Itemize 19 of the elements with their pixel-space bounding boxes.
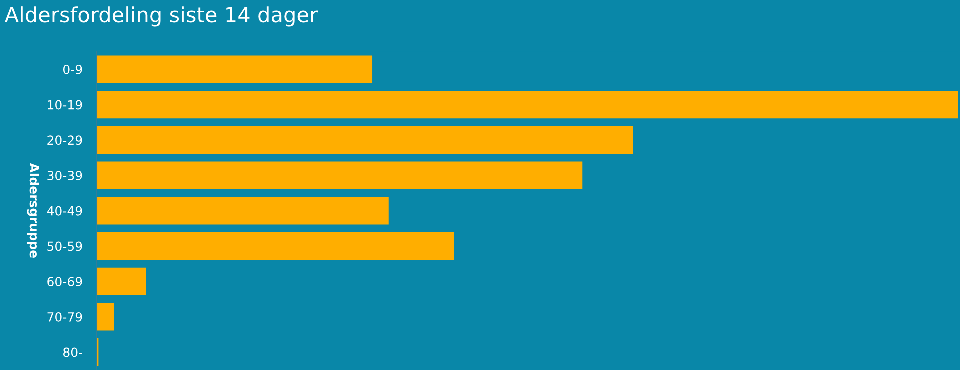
bar [96,126,634,154]
bar [96,56,373,84]
y-tick-label: 50-59 [48,242,82,252]
chart-title: Aldersfordeling siste 14 dager [4,6,318,27]
bar [96,162,583,190]
y-tick-label: 60-69 [48,277,82,287]
y-axis-title: Aldersgruppe [27,163,40,258]
y-tick-label: 20-29 [48,136,82,146]
bar [96,197,389,225]
bar [96,303,114,331]
bar [96,91,958,119]
y-tick-label: 10-19 [48,100,82,110]
y-tick-label: 40-49 [47,206,82,216]
y-tick-label: 70-79 [48,312,82,322]
y-tick-label: 80- [64,348,82,358]
y-tick-label: 30-39 [48,171,82,180]
bar [96,268,146,296]
bar [96,232,454,260]
y-tick-label: 0-9 [63,64,82,74]
